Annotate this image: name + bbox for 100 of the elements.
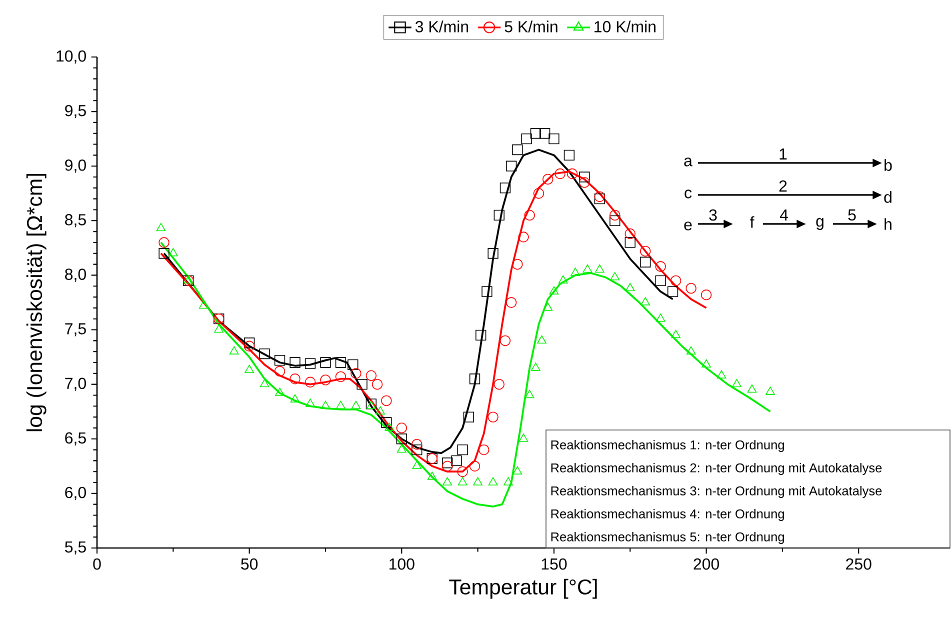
- point: [457, 466, 468, 477]
- line-series: [160, 170, 708, 473]
- point: [579, 177, 590, 188]
- annotation: 2: [779, 180, 787, 192]
- point: [376, 406, 385, 414]
- point: [686, 282, 696, 294]
- y-tick-label: 9,5: [65, 104, 86, 118]
- legend-label: 3 K/min: [415, 20, 468, 32]
- point: [427, 472, 437, 480]
- annotation: 1: [780, 148, 787, 160]
- point: [473, 477, 482, 486]
- point: [531, 362, 540, 371]
- point: [463, 412, 474, 422]
- point: [500, 335, 511, 346]
- point: [610, 272, 620, 280]
- point: [482, 286, 492, 297]
- point: [290, 357, 300, 368]
- annotation: c: [684, 190, 692, 198]
- point: [579, 172, 590, 182]
- point: [554, 168, 566, 180]
- y-tick-label: 7,0: [65, 378, 86, 391]
- point: [640, 297, 650, 306]
- point: [625, 282, 635, 292]
- point: [671, 330, 680, 338]
- point: [686, 346, 696, 354]
- point: [275, 388, 284, 396]
- point: [494, 210, 504, 221]
- point: [533, 188, 544, 199]
- point: [549, 286, 559, 294]
- legend-label: 5 K/min: [504, 20, 558, 32]
- point: [290, 374, 300, 384]
- annotation: g: [816, 218, 824, 230]
- point: [469, 460, 480, 472]
- point: [259, 348, 270, 360]
- y-tick-label: 9,0: [65, 159, 86, 173]
- point: [320, 374, 331, 386]
- point: [670, 275, 682, 286]
- point: [320, 357, 331, 368]
- point: [640, 256, 651, 268]
- point: [396, 422, 407, 434]
- point: [640, 246, 651, 257]
- point: [732, 378, 742, 388]
- x-tick-label: 150: [542, 558, 567, 570]
- annotation: b: [884, 159, 892, 171]
- annotation: e: [684, 222, 692, 230]
- point: [356, 378, 368, 390]
- point: [457, 444, 468, 456]
- point: [537, 335, 546, 344]
- legend-label: 10 K/min: [594, 20, 656, 32]
- y-tick-label: 7,5: [65, 323, 86, 336]
- point: [381, 417, 392, 428]
- annotation: 5: [848, 209, 856, 221]
- point: [518, 434, 528, 442]
- point: [396, 434, 407, 444]
- point: [442, 460, 453, 472]
- annotation: 4: [780, 209, 788, 220]
- point: [512, 144, 523, 156]
- point: [570, 268, 580, 276]
- point: [244, 364, 254, 374]
- annotation: Reaktionsmechanismus 2: n-ter Ordnung mit Autokatalyse: [551, 463, 882, 475]
- annotation: Reaktionsmechanismus 4: n-ter Ordnung: [551, 509, 784, 521]
- point: [530, 128, 542, 139]
- point: [442, 458, 453, 468]
- point: [512, 258, 523, 270]
- point: [244, 338, 255, 348]
- point: [540, 128, 550, 139]
- point: [488, 477, 498, 486]
- point: [566, 168, 578, 180]
- point: [582, 264, 592, 273]
- y-tick-label: 10,0: [56, 50, 86, 64]
- point: [564, 150, 575, 161]
- point: [610, 210, 620, 221]
- point: [274, 354, 286, 366]
- annotation: Reaktionsmechanismus 3: n-ter Ordnung mit Autokatalyse: [551, 486, 882, 498]
- point: [524, 210, 535, 221]
- point: [244, 340, 255, 352]
- point: [667, 286, 678, 297]
- annotation: h: [884, 218, 892, 230]
- point: [500, 182, 511, 194]
- point: [524, 390, 534, 398]
- y-tick-label: 8,5: [65, 214, 86, 228]
- annotation: f: [750, 216, 754, 228]
- x-tick-label: 250: [846, 558, 872, 570]
- point: [412, 444, 422, 456]
- point: [488, 412, 498, 422]
- point: [610, 215, 620, 226]
- point: [372, 378, 383, 390]
- point: [521, 133, 532, 144]
- y-tick-label: 8,0: [65, 268, 86, 282]
- point: [504, 477, 513, 486]
- annotation: Reaktionsmechanismus 5: n-ter Ordnung: [551, 532, 784, 544]
- point: [494, 378, 504, 390]
- point: [476, 330, 486, 341]
- point: [478, 444, 490, 456]
- point: [198, 300, 208, 309]
- point: [518, 232, 529, 242]
- y-tick-label: 5,5: [65, 541, 86, 555]
- annotation: d: [884, 191, 892, 203]
- x-tick-label: 50: [241, 558, 258, 570]
- point: [469, 374, 480, 384]
